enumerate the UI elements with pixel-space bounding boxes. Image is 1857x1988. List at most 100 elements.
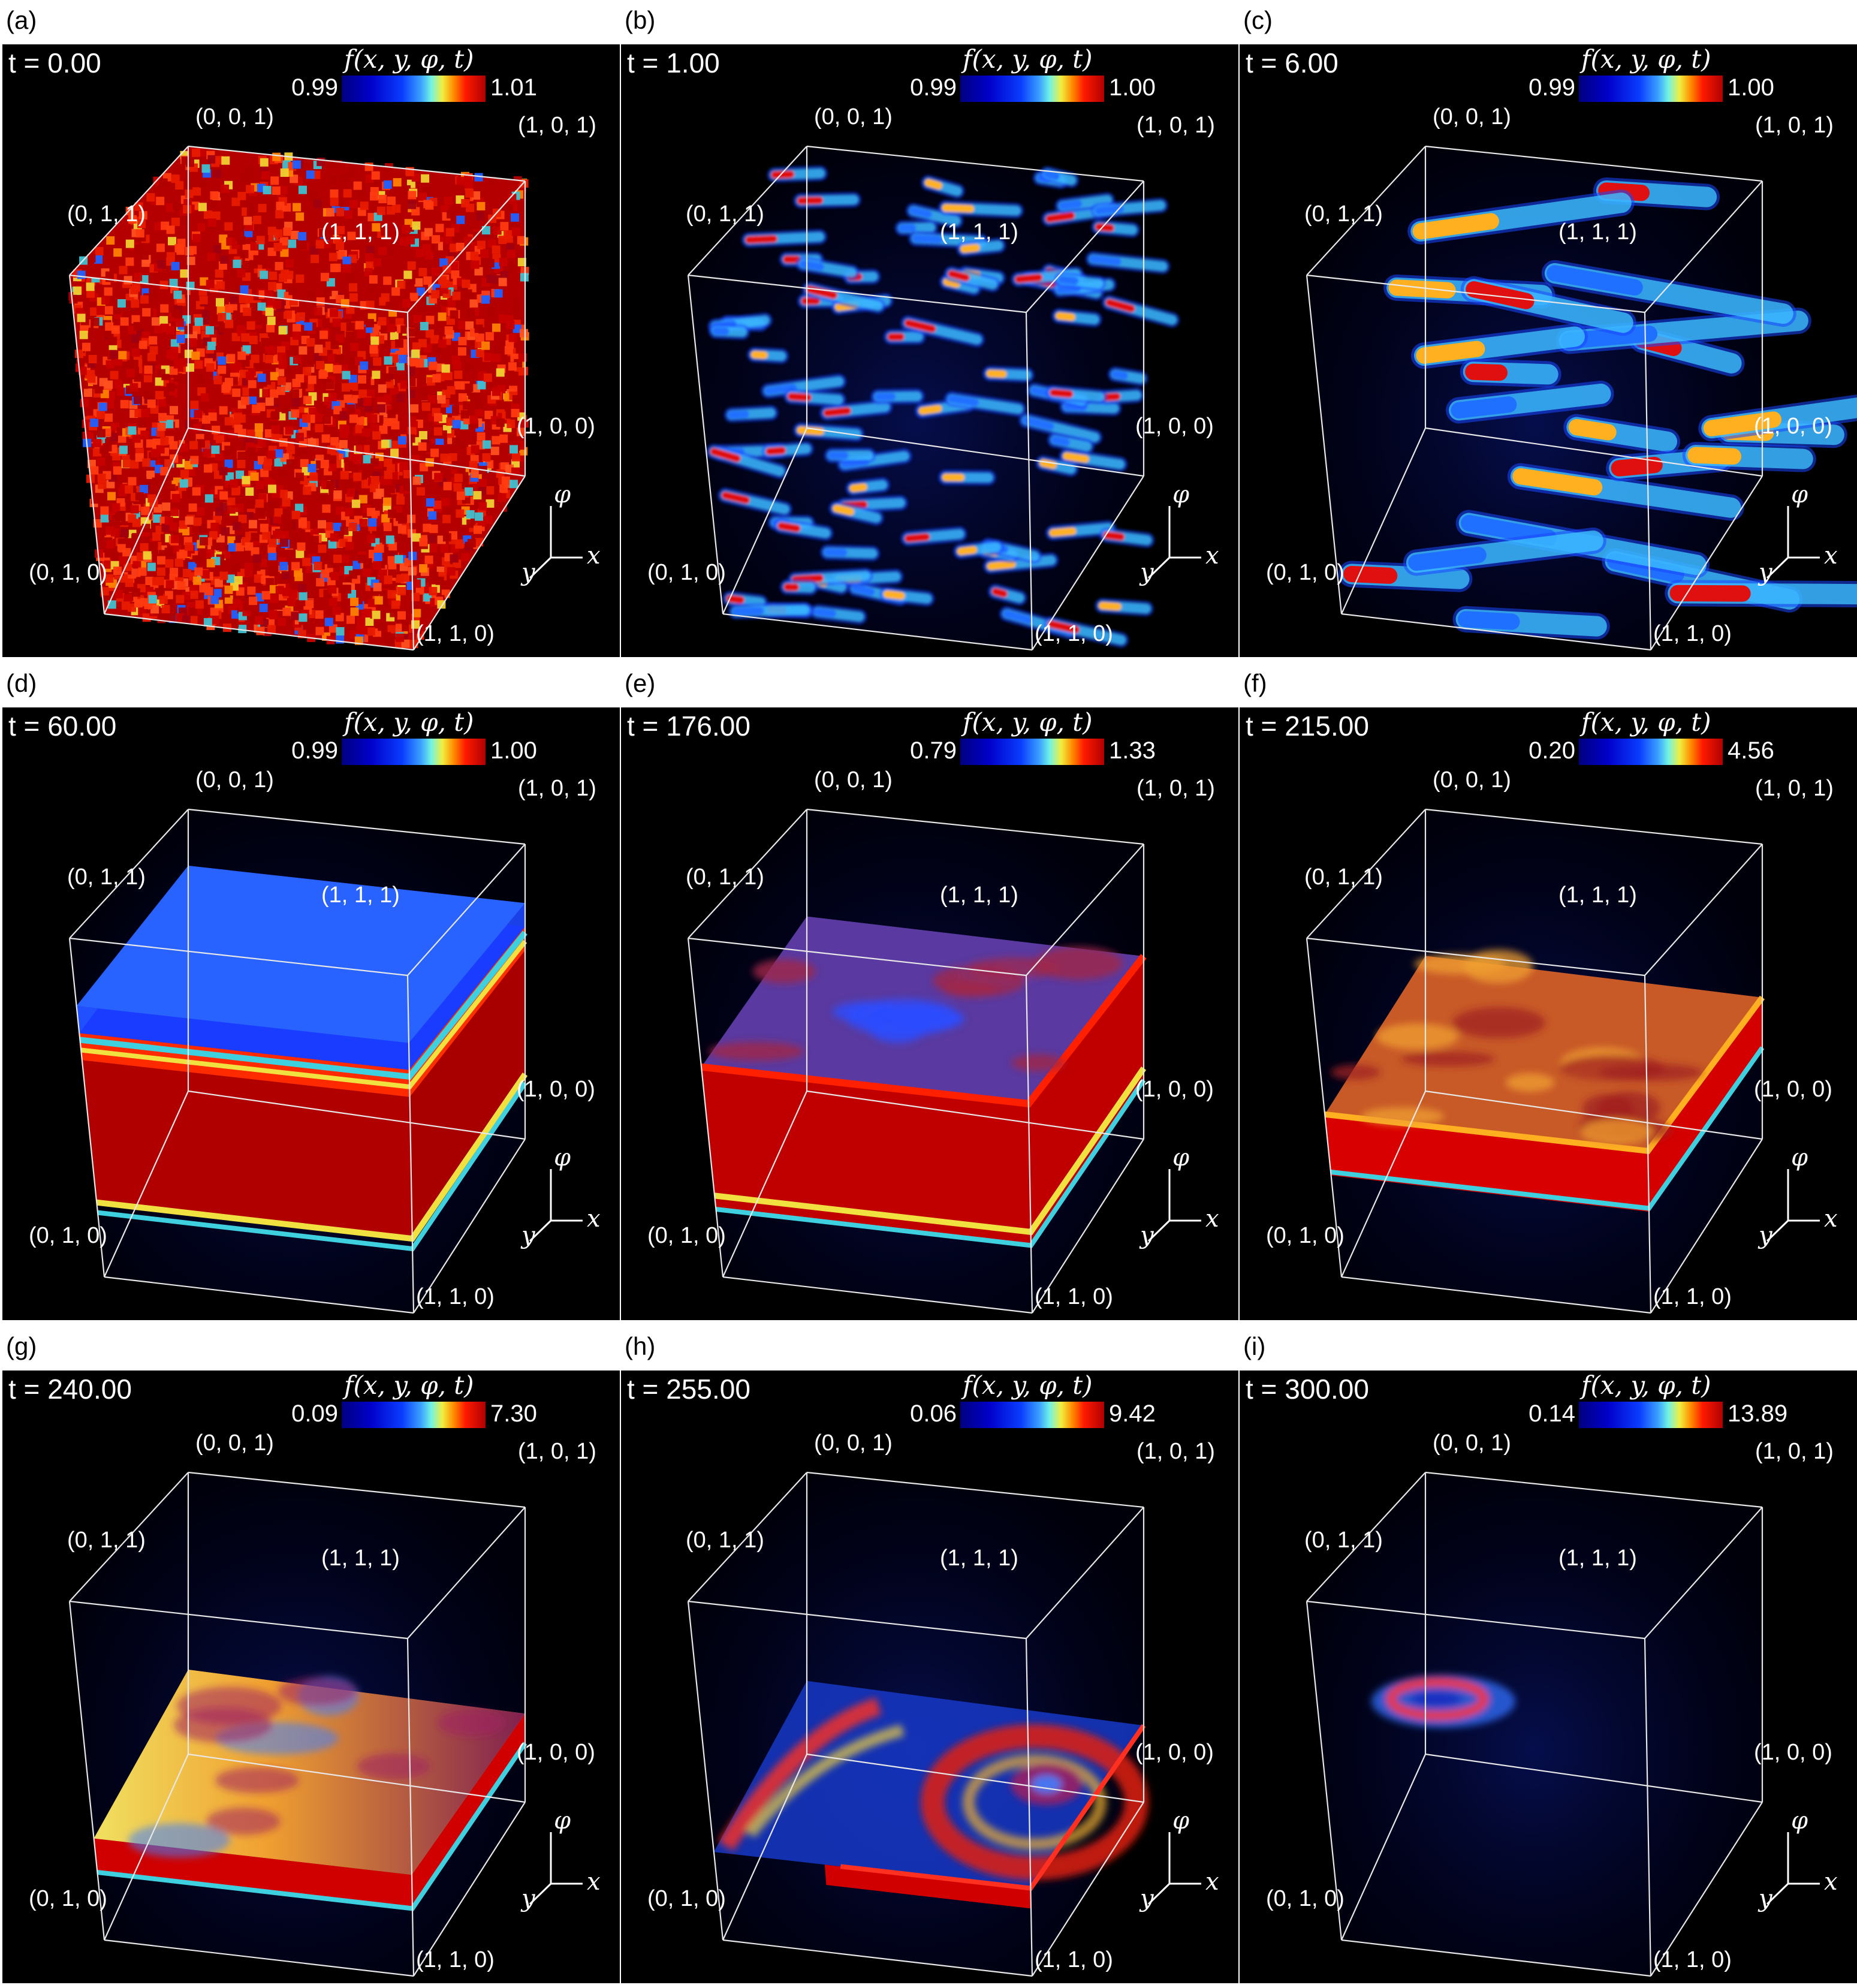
axis-label-x: x — [1205, 1205, 1219, 1233]
corner-label-c110: (1, 1, 0) — [416, 621, 495, 646]
volume-render — [687, 1471, 1201, 1977]
axis-label-y: y — [1140, 559, 1154, 586]
corner-label-c011: (0, 1, 1) — [1304, 865, 1383, 890]
colorbar-title: f(x, y, φ, t) — [1581, 707, 1711, 737]
axis-label-x: x — [1205, 542, 1219, 570]
panel-label: (b) — [625, 6, 656, 34]
corner-label-c111: (1, 1, 1) — [321, 882, 400, 908]
corner-label-c001: (0, 0, 1) — [1433, 1430, 1511, 1456]
corner-label-c001: (0, 0, 1) — [195, 1430, 274, 1456]
corner-label-c110: (1, 1, 0) — [416, 1947, 495, 1972]
axis-triad — [1147, 1832, 1201, 1905]
corner-label-c111: (1, 1, 1) — [321, 1546, 400, 1571]
simulation-panel: t = 1.00 f(x, y, φ, t) 0.99 1.00 (0, 0, 1) (1… — [621, 44, 1238, 657]
corner-label-c011: (0, 1, 1) — [686, 201, 764, 227]
colorbar — [342, 1402, 486, 1428]
panel-label: (g) — [6, 1332, 37, 1360]
colorbar-max: 9.42 — [1109, 1400, 1156, 1427]
volume-render — [1306, 1471, 1820, 1977]
corner-label-c100: (1, 0, 0) — [1754, 414, 1832, 439]
colorbar-title: f(x, y, φ, t) — [963, 1370, 1093, 1400]
cube-wireframe — [687, 145, 1145, 651]
time-label: t = 240.00 — [8, 1373, 132, 1405]
corner-label-c101: (1, 0, 1) — [1755, 1439, 1834, 1464]
axis-label-x: x — [587, 1205, 601, 1233]
time-label: t = 0.00 — [8, 47, 101, 79]
corner-label-c001: (0, 0, 1) — [195, 104, 274, 129]
corner-label-c100: (1, 0, 0) — [1135, 414, 1214, 439]
volume-render — [68, 145, 583, 651]
time-label: t = 6.00 — [1246, 47, 1339, 79]
corner-label-c100: (1, 0, 0) — [1135, 1740, 1214, 1765]
ring-structure — [1371, 1675, 1515, 1728]
axis-label-y: y — [1759, 1222, 1772, 1249]
corner-label-c010: (0, 1, 0) — [1266, 1886, 1344, 1911]
axis-label-y: y — [1140, 1885, 1154, 1912]
corner-label-c100: (1, 0, 0) — [517, 1077, 595, 1102]
rod-structures — [1338, 177, 1857, 640]
noise-volume — [68, 146, 529, 650]
colorbar-min: 0.14 — [1529, 1400, 1575, 1427]
axis-triad — [1147, 1169, 1201, 1242]
corner-label-c010: (0, 1, 0) — [1266, 1223, 1344, 1248]
colorbar-max: 1.01 — [490, 74, 537, 101]
corner-label-c011: (0, 1, 1) — [1304, 1528, 1383, 1553]
corner-label-c111: (1, 1, 1) — [1558, 1546, 1637, 1571]
axis-label-x: x — [1824, 1205, 1838, 1233]
axis-triad — [529, 1169, 583, 1242]
axis-label-phi: φ — [554, 1144, 571, 1171]
corner-label-c110: (1, 1, 0) — [1035, 1284, 1113, 1309]
colorbar-min: 0.99 — [1529, 74, 1575, 101]
axis-label-y: y — [1759, 559, 1772, 586]
colorbar-max: 1.33 — [1109, 737, 1156, 764]
colorbar — [1579, 76, 1723, 102]
corner-label-c111: (1, 1, 1) — [1558, 882, 1637, 908]
simulation-panel: t = 240.00 f(x, y, φ, t) 0.09 7.30 (0, 0, 1)… — [2, 1370, 620, 1983]
corner-label-c001: (0, 0, 1) — [814, 767, 893, 793]
axis-label-x: x — [1824, 1868, 1838, 1896]
panel-label: (e) — [625, 669, 656, 697]
panel-label: (a) — [6, 6, 37, 34]
colorbar-title: f(x, y, φ, t) — [1581, 1370, 1711, 1400]
colorbar — [1579, 739, 1723, 765]
slab-side-face — [1648, 997, 1762, 1212]
colorbar-max: 7.30 — [490, 1400, 537, 1427]
corner-label-c100: (1, 0, 0) — [1135, 1077, 1214, 1102]
colorbar-min: 0.99 — [291, 74, 338, 101]
axis-label-phi: φ — [1791, 1144, 1808, 1171]
axis-triad — [529, 1832, 583, 1905]
axis-triad — [1766, 1169, 1820, 1242]
colorbar-min: 0.99 — [910, 74, 957, 101]
corner-label-c010: (0, 1, 0) — [29, 1223, 107, 1248]
colorbar — [960, 739, 1104, 765]
corner-label-c111: (1, 1, 1) — [940, 882, 1018, 908]
volume-render — [687, 145, 1201, 651]
axis-label-y: y — [521, 559, 535, 586]
corner-label-c001: (0, 0, 1) — [1433, 104, 1511, 129]
simulation-panel: t = 0.00 f(x, y, φ, t) 0.99 1.01 (0, 0, 1) (1… — [2, 44, 620, 657]
corner-label-c101: (1, 0, 1) — [518, 113, 596, 138]
colorbar-max: 13.89 — [1728, 1400, 1788, 1427]
corner-label-c100: (1, 0, 0) — [1754, 1077, 1832, 1102]
time-label: t = 176.00 — [627, 710, 750, 742]
colorbar — [1579, 1402, 1723, 1428]
colorbar-title: f(x, y, φ, t) — [344, 707, 474, 737]
simulation-panel: t = 60.00 f(x, y, φ, t) 0.99 1.00 (0, 0, 1) (… — [2, 707, 620, 1320]
colorbar-max: 1.00 — [1728, 74, 1774, 101]
corner-label-c110: (1, 1, 0) — [416, 1284, 495, 1309]
time-label: t = 300.00 — [1246, 1373, 1369, 1405]
axis-triad — [1766, 506, 1820, 579]
colorbar-max: 1.00 — [1109, 74, 1156, 101]
slab-front-face — [824, 1864, 1031, 1909]
colorbar — [960, 1402, 1104, 1428]
slab-front-face — [1325, 1114, 1649, 1212]
cube-wireframe — [687, 808, 1145, 1314]
cube-wireframe — [68, 1471, 526, 1977]
axis-label-x: x — [1205, 1868, 1219, 1896]
slab-side-face — [409, 950, 525, 1239]
axis-triad — [1147, 506, 1201, 579]
corner-label-c101: (1, 0, 1) — [1136, 1439, 1215, 1464]
colorbar-max: 1.00 — [490, 737, 537, 764]
axis-label-y: y — [521, 1222, 535, 1249]
colorbar-min: 0.79 — [910, 737, 957, 764]
